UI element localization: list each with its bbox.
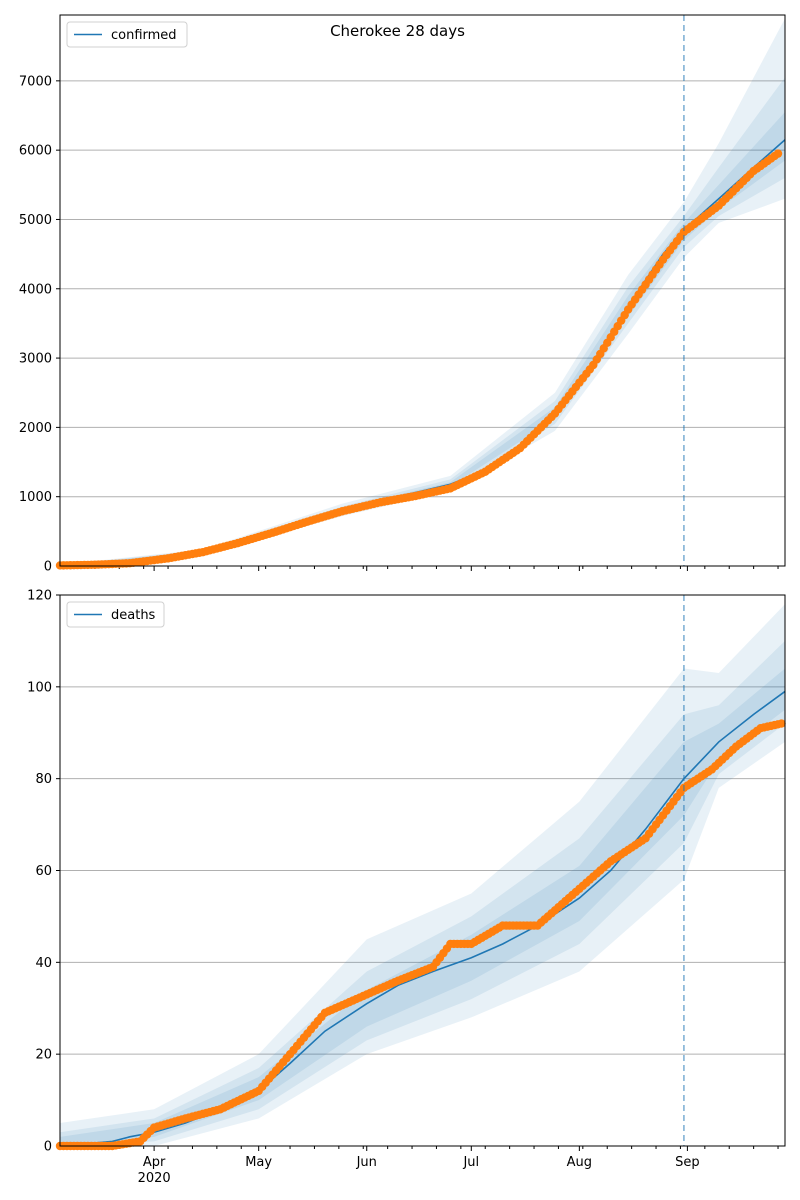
model-line <box>59 690 786 1147</box>
y-tick-label: 4000 <box>19 282 52 297</box>
y-tick-label: 80 <box>35 772 52 787</box>
observed-point <box>773 149 783 158</box>
x-tick-label: Aug <box>567 1155 592 1170</box>
y-tick-label: 0 <box>44 560 52 575</box>
y-tick-label: 120 <box>27 589 52 604</box>
x-tick-label: Sep <box>675 1155 700 1170</box>
model-line <box>59 139 786 567</box>
x-tick-label: Jul <box>462 1155 479 1170</box>
x-tick-sublabel: 2020 <box>138 1171 171 1186</box>
y-tick-label: 7000 <box>19 74 52 89</box>
legend-box <box>66 21 188 48</box>
y-tick-label: 100 <box>27 680 52 695</box>
legend: confirmed <box>66 21 188 48</box>
observed-point <box>777 719 786 728</box>
y-tick-label: 40 <box>35 956 52 971</box>
x-tick-label: Jun <box>356 1155 377 1170</box>
y-tick-label: 5000 <box>19 213 52 228</box>
y-tick-label: 60 <box>35 864 52 879</box>
chart-title: Cherokee 28 days <box>330 22 465 40</box>
legend-label: confirmed <box>111 28 177 43</box>
y-tick-label: 3000 <box>19 352 52 367</box>
uncertainty-band <box>60 18 785 567</box>
legend-box <box>66 601 165 628</box>
legend: deaths <box>66 601 165 628</box>
legend-label: deaths <box>111 608 156 623</box>
axes-frame <box>59 594 786 1147</box>
y-tick-label: 6000 <box>19 144 52 159</box>
y-tick-label: 1000 <box>19 490 52 505</box>
uncertainty-band <box>60 604 785 1146</box>
y-tick-label: 20 <box>35 1048 52 1063</box>
y-tick-label: 2000 <box>19 421 52 436</box>
y-tick-label: 0 <box>44 1140 52 1155</box>
confirmed-panel: 0 1000 2000 3000 4000 5000 6000 7000 Cherokee 28… <box>19 14 786 575</box>
axes-frame <box>59 14 786 567</box>
x-tick-label: Apr <box>143 1155 166 1170</box>
x-tick-label: May <box>245 1155 272 1170</box>
